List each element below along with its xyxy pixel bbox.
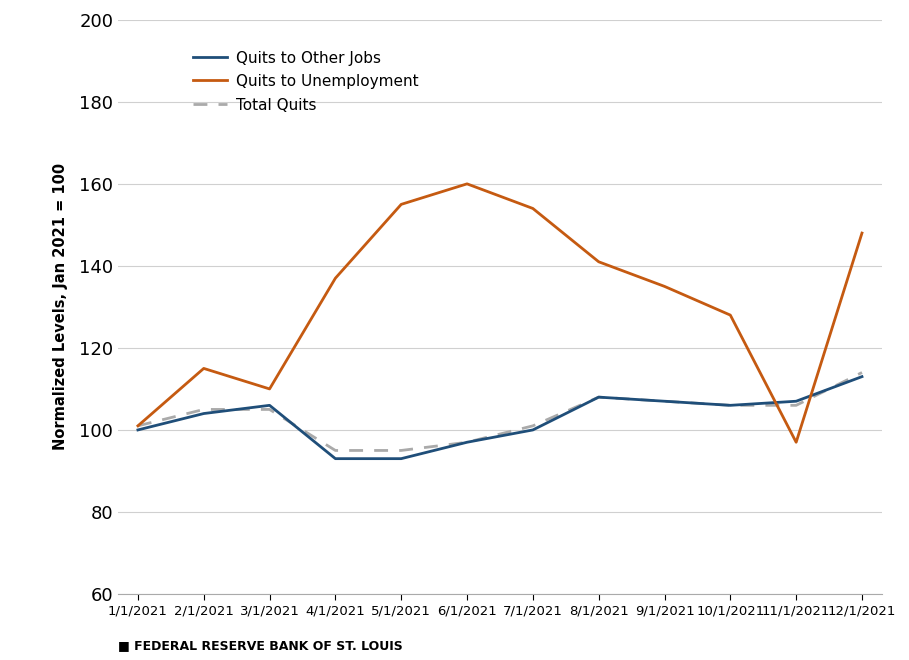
Quits to Other Jobs: [724, 401, 735, 409]
Quits to Other Jobs: [791, 397, 802, 405]
Line: Quits to Other Jobs: Quits to Other Jobs: [138, 377, 862, 459]
Quits to Other Jobs: [133, 426, 144, 434]
Y-axis label: Normalized Levels, Jan 2021 = 100: Normalized Levels, Jan 2021 = 100: [53, 163, 68, 451]
Quits to Other Jobs: [594, 393, 604, 401]
Total Quits: [265, 405, 275, 413]
Quits to Unemployment: [659, 282, 670, 290]
Total Quits: [791, 401, 802, 409]
Quits to Other Jobs: [462, 438, 473, 446]
Quits to Other Jobs: [856, 373, 867, 381]
Quits to Unemployment: [594, 258, 604, 266]
Total Quits: [133, 422, 144, 430]
Quits to Unemployment: [198, 364, 209, 372]
Quits to Other Jobs: [527, 426, 538, 434]
Total Quits: [856, 368, 867, 376]
Quits to Other Jobs: [198, 410, 209, 418]
Total Quits: [395, 447, 406, 455]
Line: Quits to Unemployment: Quits to Unemployment: [138, 184, 862, 442]
Quits to Other Jobs: [395, 455, 406, 463]
Total Quits: [462, 438, 473, 446]
Total Quits: [724, 401, 735, 409]
Total Quits: [594, 393, 604, 401]
Quits to Other Jobs: [330, 455, 341, 463]
Legend: Quits to Other Jobs, Quits to Unemployment, Total Quits: Quits to Other Jobs, Quits to Unemployme…: [187, 45, 425, 119]
Quits to Unemployment: [462, 180, 473, 188]
Quits to Unemployment: [527, 205, 538, 213]
Total Quits: [527, 422, 538, 430]
Quits to Unemployment: [395, 201, 406, 209]
Quits to Other Jobs: [659, 397, 670, 405]
Quits to Other Jobs: [265, 401, 275, 409]
Total Quits: [198, 405, 209, 413]
Quits to Unemployment: [133, 422, 144, 430]
Total Quits: [330, 447, 341, 455]
Quits to Unemployment: [265, 385, 275, 393]
Quits to Unemployment: [856, 229, 867, 237]
Line: Total Quits: Total Quits: [138, 372, 862, 451]
Quits to Unemployment: [330, 275, 341, 282]
Text: ■ FEDERAL RESERVE BANK OF ST. LOUIS: ■ FEDERAL RESERVE BANK OF ST. LOUIS: [118, 639, 403, 652]
Quits to Unemployment: [791, 438, 802, 446]
Quits to Unemployment: [724, 311, 735, 319]
Total Quits: [659, 397, 670, 405]
